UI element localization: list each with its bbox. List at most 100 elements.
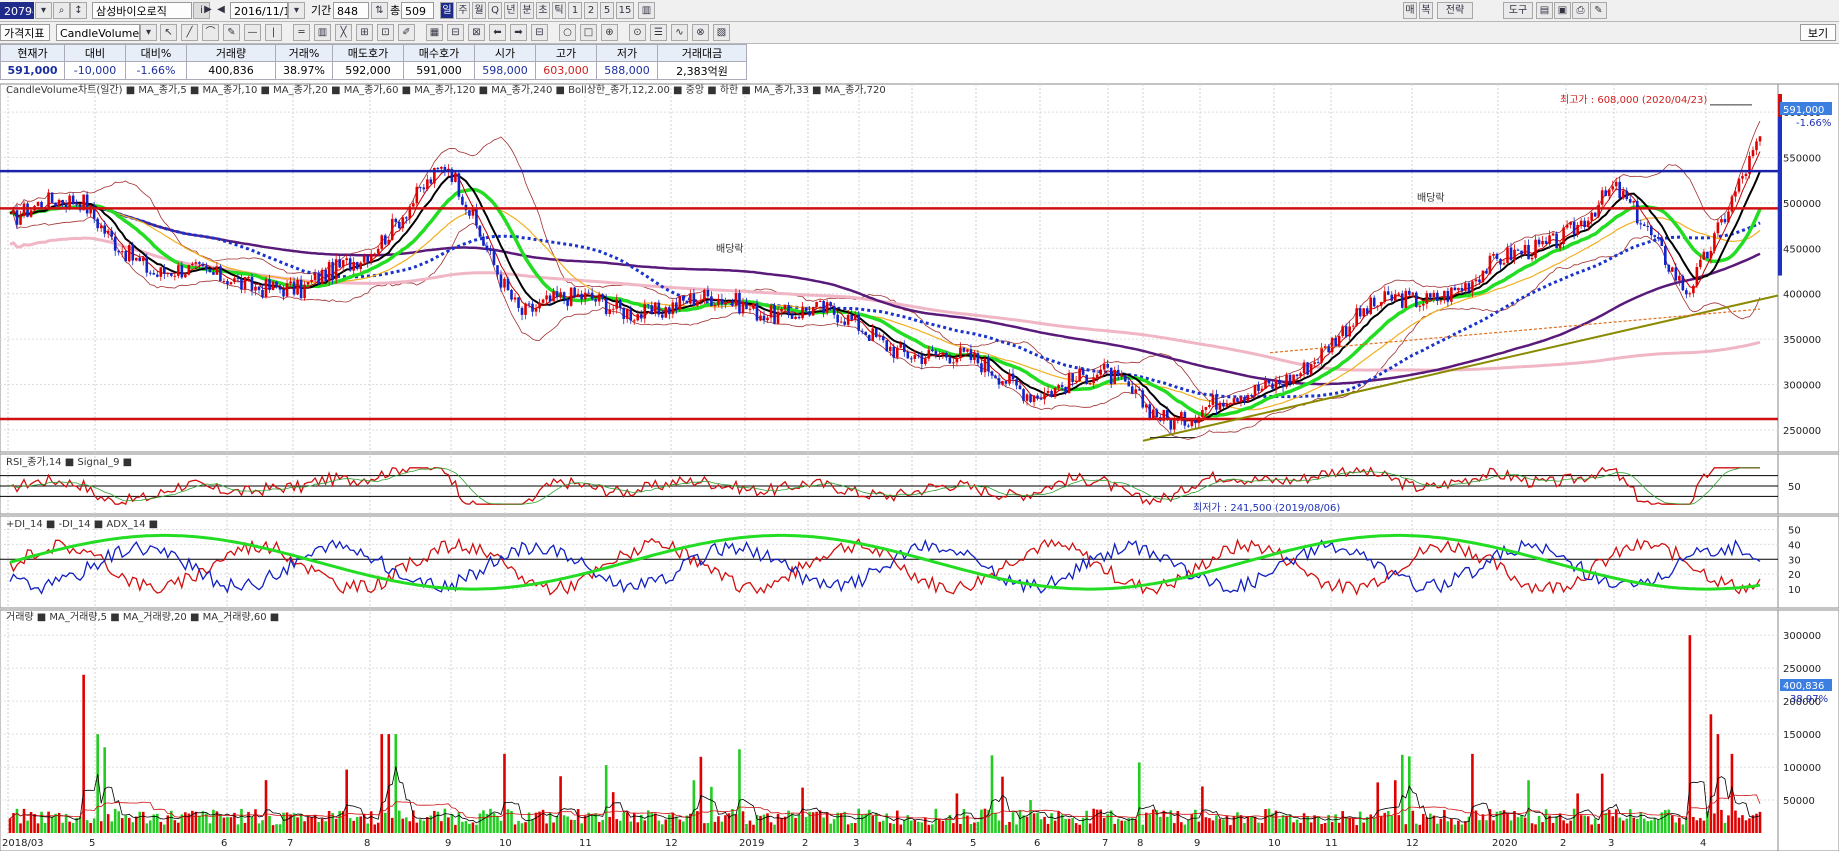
candle-body-80	[289, 281, 292, 284]
volume-panel[interactable]	[0, 634, 1778, 833]
minus-icon[interactable]: ⊟	[447, 24, 464, 41]
period-tab-0[interactable]: 일	[440, 2, 454, 19]
print-icon[interactable]: ⎙	[1572, 2, 1589, 19]
tools-button[interactable]: 도구	[1503, 2, 1533, 19]
channel-icon[interactable]: ═	[293, 24, 310, 41]
square-icon[interactable]: □	[580, 24, 597, 41]
period-stepper-icon[interactable]: ⇅	[371, 2, 388, 19]
stock-chart[interactable]: 2018/03 5 6 7 8 9 10 11 12 2019 2 3 4 5 6 7 8 9 10 11 12 2020…	[0, 82, 1839, 852]
rsi-panel[interactable]	[0, 466, 1778, 506]
delete-icon[interactable]: ⊗	[692, 24, 709, 41]
candle-body-246	[871, 328, 875, 341]
left-arrow-icon[interactable]: ⬅	[489, 24, 506, 41]
right-button-0[interactable]: 매	[1403, 2, 1417, 19]
cross-icon[interactable]: ╳	[335, 24, 352, 41]
arc-icon[interactable]: ⌒	[202, 24, 219, 41]
candle-body-287	[1015, 379, 1018, 386]
wave-icon[interactable]: ∿	[671, 24, 688, 41]
dmi-panel[interactable]	[0, 528, 1778, 596]
circle-icon[interactable]: ○	[559, 24, 576, 41]
candle-body-102	[366, 256, 370, 263]
chart-area[interactable]: 2018/03 5 6 7 8 9 10 11 12 2019 2 3 4 5 6 7 8 9 10 11 12 2020…	[0, 82, 1839, 852]
volume-bar-231	[818, 810, 822, 833]
frame-icon[interactable]: ⊡	[377, 24, 394, 41]
quote-value-2: -1.66%	[125, 61, 187, 80]
volume-bar-201	[713, 821, 717, 833]
sort-icon[interactable]: ↕	[70, 2, 87, 19]
volume-bar-491	[1730, 753, 1734, 833]
view-button[interactable]: 보기	[1800, 24, 1836, 41]
folder-icon[interactable]: ▤	[1536, 2, 1553, 19]
volume-bar-160	[569, 819, 573, 833]
chart-type-dropdown-icon[interactable]: ▾	[140, 24, 157, 41]
next-date-icon[interactable]: ◀	[217, 4, 225, 15]
pattern-icon[interactable]: ▧	[713, 24, 730, 41]
volume-bar-436	[1537, 815, 1541, 833]
high-price-label: 최고가 : 608,000 (2020/04/23)	[1560, 94, 1707, 106]
period-tab-3[interactable]: Q	[488, 2, 502, 19]
candle-body-174	[618, 299, 622, 308]
volume-bar-289	[1022, 815, 1025, 833]
info-icon[interactable]: i	[193, 2, 210, 19]
period-tab-2[interactable]: 월	[472, 2, 486, 19]
volume-bar-134	[478, 813, 482, 833]
period-tab-6[interactable]: 초	[536, 2, 550, 19]
candle-body-269	[952, 362, 955, 364]
candle-body-98	[352, 262, 355, 271]
period-tab-11[interactable]: 15	[616, 2, 634, 19]
volume-bar-50	[184, 812, 187, 833]
volume-bar-174	[618, 820, 622, 833]
candle-body-392	[1383, 291, 1387, 303]
period-tab-5[interactable]: 분	[520, 2, 534, 19]
period-field[interactable]: 848	[333, 2, 369, 19]
right-arrow-icon[interactable]: ➡	[510, 24, 527, 41]
hline-icon[interactable]: —	[244, 24, 261, 41]
candle-body-260	[920, 355, 924, 364]
grid-icon[interactable]: ▥	[314, 24, 331, 41]
price-panel[interactable]	[0, 94, 1782, 442]
volume-bar-302	[1067, 818, 1071, 833]
stock-code-field[interactable]: 207940	[0, 2, 34, 19]
volume-bar-377	[1330, 822, 1334, 833]
pen-icon[interactable]: ✎	[223, 24, 240, 41]
trendline-icon[interactable]: ╱	[181, 24, 198, 41]
period-tab-1[interactable]: 주	[456, 2, 470, 19]
strategy-button[interactable]: 전략	[1437, 2, 1473, 19]
volume-bar-270	[955, 793, 959, 833]
zoom-in-icon[interactable]: ⊕	[601, 24, 618, 41]
date-field[interactable]: 2016/11/10	[230, 2, 288, 19]
save-icon[interactable]: ▣	[1554, 2, 1571, 19]
vline-icon[interactable]: |	[265, 24, 282, 41]
volume-bar-234	[829, 823, 832, 833]
prev-date-icon[interactable]: ▶	[204, 4, 212, 15]
period-tab-9[interactable]: 2	[584, 2, 598, 19]
marker-icon[interactable]: ⊟	[531, 24, 548, 41]
target-icon[interactable]: ⊙	[629, 24, 646, 41]
close-icon[interactable]: ⊠	[468, 24, 485, 41]
period-tab-10[interactable]: 5	[600, 2, 614, 19]
box-icon[interactable]: ⊞	[356, 24, 373, 41]
search-icon[interactable]: ⌕	[53, 2, 70, 19]
chart-type-select[interactable]: CandleVolume	[56, 24, 140, 41]
period-tab-7[interactable]: 틱	[552, 2, 566, 19]
candle-body-16	[64, 204, 68, 208]
fill-icon[interactable]: ▦	[426, 24, 443, 41]
stock-code-dropdown-icon[interactable]: ▾	[35, 2, 52, 19]
volume-axis-label-4: 100000	[1783, 763, 1821, 774]
right-button-1[interactable]: 복	[1419, 2, 1433, 19]
chart-options-icon[interactable]: ▥	[638, 2, 655, 19]
period-tab-4[interactable]: 년	[504, 2, 518, 19]
settings-icon[interactable]: ✎	[1590, 2, 1607, 19]
candle-body-209	[741, 301, 745, 314]
volume-bar-51	[187, 813, 191, 833]
count-field[interactable]: 509	[401, 2, 434, 19]
stock-name-field[interactable]: 삼성바이오로직	[92, 2, 192, 19]
date-dropdown-icon[interactable]: ▾	[288, 2, 305, 19]
volume-bar-139	[496, 816, 499, 833]
period-tab-8[interactable]: 1	[568, 2, 582, 19]
candle-body-148	[527, 303, 531, 305]
pointer-icon[interactable]: ↖	[160, 24, 177, 41]
indicator-button[interactable]: 가격지표	[0, 24, 50, 41]
pencil-icon[interactable]: ✐	[398, 24, 415, 41]
list-icon[interactable]: ☰	[650, 24, 667, 41]
